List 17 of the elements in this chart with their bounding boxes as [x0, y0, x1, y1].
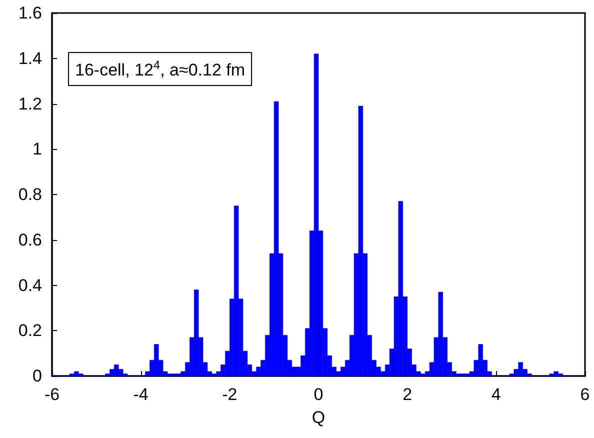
x-tick-label: 4 [491, 385, 501, 404]
x-axis-title: Q [312, 408, 326, 427]
x-tick-label: 0 [314, 385, 324, 404]
y-tick-label: 0.2 [18, 321, 42, 340]
y-tick-label: 1.4 [18, 48, 42, 68]
x-tick-label: -6 [44, 385, 60, 404]
x-tick-label: 2 [402, 385, 412, 404]
x-tick-label: -4 [133, 385, 148, 404]
y-tick-label: 0 [32, 366, 42, 386]
y-tick-label: 0.8 [18, 185, 42, 204]
x-tick-label: 6 [580, 385, 590, 404]
y-tick-label: 0.6 [18, 230, 42, 250]
y-tick-label: 1.6 [18, 4, 42, 22]
y-tick-label: 1 [32, 140, 42, 159]
x-tick-label: -2 [222, 385, 238, 404]
y-tick-label: 0.4 [18, 276, 42, 295]
y-tick-label: 1.2 [18, 94, 42, 114]
